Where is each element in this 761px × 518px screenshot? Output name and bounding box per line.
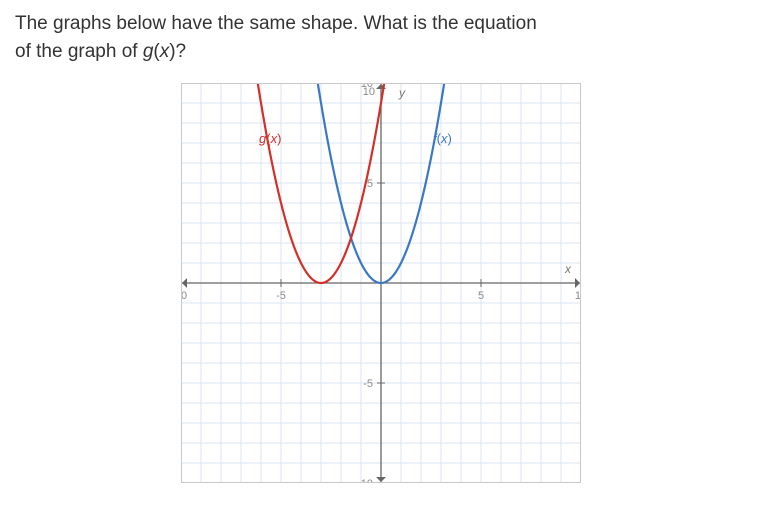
curve-label-f(x): f(x): [433, 131, 452, 146]
question-func-g: g: [143, 41, 154, 62]
svg-text:10: 10: [362, 86, 374, 98]
svg-text:-5: -5: [276, 290, 286, 302]
curve-label-g(x): g(x): [259, 131, 281, 146]
parabola-chart: 10-5510-10-5510y10xf(x)g(x): [181, 83, 581, 483]
svg-text:5: 5: [366, 178, 372, 190]
question-line1: The graphs below have the same shape. Wh…: [15, 13, 537, 34]
x-axis-label: x: [564, 262, 572, 276]
question-text: The graphs below have the same shape. Wh…: [15, 10, 746, 65]
svg-text:5: 5: [477, 290, 483, 302]
question-var-x: x: [160, 41, 170, 62]
y-axis-label: y: [398, 86, 406, 100]
svg-text:-5: -5: [363, 378, 373, 390]
chart-container: 10-5510-10-5510y10xf(x)g(x): [15, 83, 746, 483]
question-close: )?: [169, 41, 186, 62]
question-line2-prefix: of the graph of: [15, 41, 143, 62]
